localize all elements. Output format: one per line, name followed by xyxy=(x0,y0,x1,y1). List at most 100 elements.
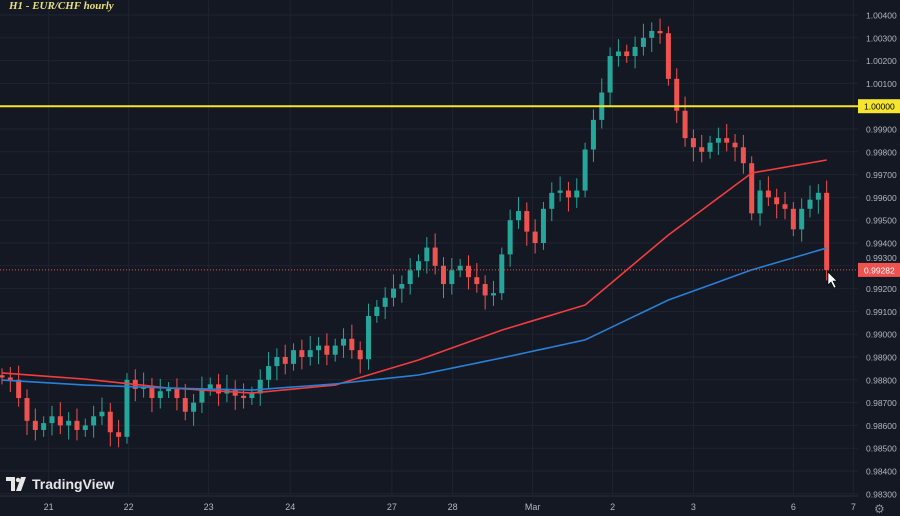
y-tick-label: 0.98900 xyxy=(866,353,897,363)
y-tick-label: 0.99800 xyxy=(866,147,897,157)
y-tick-label: 0.98700 xyxy=(866,398,897,408)
candle-body xyxy=(732,142,738,148)
candle-body xyxy=(399,284,405,289)
candle-body xyxy=(499,254,505,294)
x-tick-label: 3 xyxy=(691,502,696,512)
price-axis xyxy=(858,0,900,516)
candle-body xyxy=(266,366,272,380)
candle-body xyxy=(440,265,446,285)
candle-body xyxy=(615,51,621,57)
y-tick-label: 0.99700 xyxy=(866,170,897,180)
candle-body xyxy=(249,393,255,399)
x-tick-label: 2 xyxy=(610,502,615,512)
y-tick-label: 0.99200 xyxy=(866,284,897,294)
candle-body xyxy=(640,37,646,47)
candle-body xyxy=(490,293,496,296)
candle-body xyxy=(815,192,821,200)
candle-body xyxy=(540,208,546,243)
candle-body xyxy=(91,416,97,426)
candle-body xyxy=(607,56,613,93)
candle-body xyxy=(449,270,455,285)
candle-body xyxy=(407,270,413,285)
x-tick-label: 22 xyxy=(124,502,134,512)
candle-body xyxy=(782,204,788,209)
candle-body xyxy=(357,350,363,360)
candle-body xyxy=(515,211,521,221)
x-tick-label: 23 xyxy=(204,502,214,512)
y-tick-label: 0.99000 xyxy=(866,330,897,340)
candle-body xyxy=(657,30,663,34)
y-tick-label: 1.00200 xyxy=(866,56,897,66)
y-tick-label: 1.00400 xyxy=(866,11,897,21)
candle-body xyxy=(724,138,730,143)
candle-body xyxy=(32,420,38,430)
candle-body xyxy=(107,411,113,433)
x-tick-label: 7 xyxy=(851,502,856,512)
candle-body xyxy=(624,51,630,57)
moving-average-slow xyxy=(1,247,827,391)
candle-body xyxy=(482,284,488,296)
chart-title: H1 - EUR/CHF hourly xyxy=(9,0,114,12)
candle-body xyxy=(507,220,513,255)
candle-body xyxy=(432,247,438,266)
x-tick-label: 27 xyxy=(387,502,397,512)
candle-body xyxy=(199,388,205,403)
candle-body xyxy=(590,119,596,150)
candle-body xyxy=(157,391,163,399)
y-tick-label: 0.98500 xyxy=(866,444,897,454)
candle-body xyxy=(41,423,47,430)
y-tick-label: 0.99900 xyxy=(866,125,897,135)
x-tick-label: Mar xyxy=(525,502,541,512)
candle-body xyxy=(574,190,580,198)
y-tick-label: 0.98300 xyxy=(866,489,897,499)
x-tick-label: 28 xyxy=(448,502,458,512)
candle-body xyxy=(0,375,5,378)
candle-body xyxy=(282,357,288,364)
candle-body xyxy=(416,261,421,271)
candle-body xyxy=(391,288,397,298)
settings-gear-icon[interactable]: ⚙ xyxy=(874,502,885,516)
level-price-label: 1.00000 xyxy=(864,102,895,112)
candle-body xyxy=(582,149,588,191)
candle-body xyxy=(424,247,430,262)
y-tick-label: 0.99600 xyxy=(866,193,897,203)
candle-body xyxy=(557,190,563,193)
level-price-tag xyxy=(858,99,900,114)
candle-body xyxy=(682,110,688,139)
moving-average-fast xyxy=(1,159,827,394)
candle-body xyxy=(116,432,122,437)
y-tick-label: 0.99400 xyxy=(866,239,897,249)
candle-body xyxy=(699,147,705,152)
candle-body xyxy=(7,377,13,380)
y-tick-label: 0.98800 xyxy=(866,375,897,385)
tradingview-logo[interactable]: TradingView xyxy=(6,476,114,492)
candle-body xyxy=(715,138,721,143)
candle-body xyxy=(807,199,813,209)
candle-body xyxy=(649,30,655,38)
candle-body xyxy=(174,388,180,399)
candle-body xyxy=(465,265,471,278)
tradingview-logo-icon xyxy=(6,477,26,491)
candle-body xyxy=(674,78,680,111)
candle-body xyxy=(524,211,530,232)
last-price-label: 0.99282 xyxy=(864,265,895,275)
candle-body xyxy=(824,192,830,270)
candle-body xyxy=(291,350,297,364)
brand-name: TradingView xyxy=(32,476,115,492)
candle-body xyxy=(690,138,696,148)
candle-body xyxy=(382,297,388,307)
y-tick-label: 0.98400 xyxy=(866,467,897,477)
candle-body xyxy=(565,190,571,198)
candle-body xyxy=(16,379,22,399)
candle-body xyxy=(324,345,330,355)
y-tick-label: 0.99100 xyxy=(866,307,897,317)
candle-body xyxy=(707,142,713,152)
candle-body xyxy=(49,416,55,424)
candle-body xyxy=(374,306,380,316)
candle-body xyxy=(124,379,130,437)
candle-body xyxy=(749,163,755,214)
candle-body xyxy=(799,208,805,230)
candle-body xyxy=(740,147,746,164)
candle-body xyxy=(166,388,172,392)
